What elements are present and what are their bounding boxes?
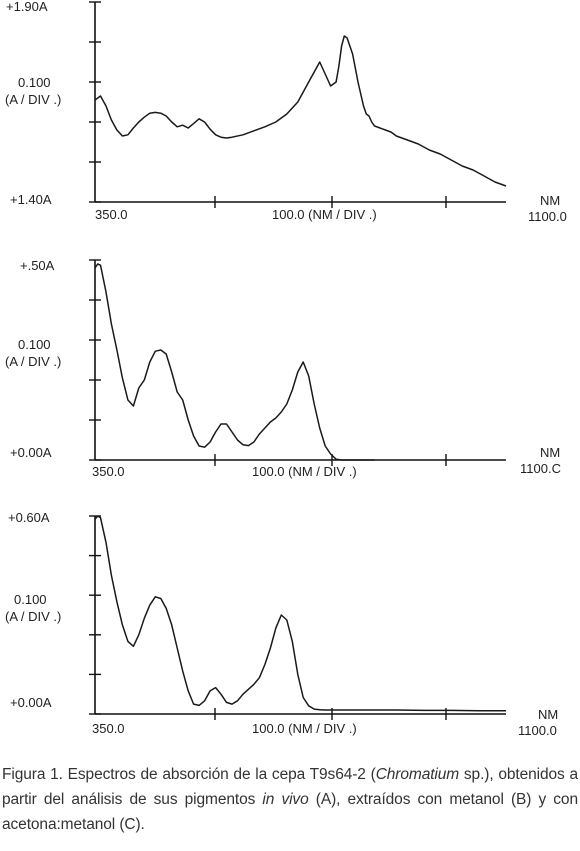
caption-text-2: sp.), obtenidos a partir del análisis de…: [2, 766, 578, 808]
y-scale-unit-label: (A / DIV .): [5, 92, 61, 107]
x-mid-label: 100.0 (NM / DIV .): [272, 207, 377, 222]
x-start-label: 350.0: [95, 207, 128, 222]
x-end-label: 1100.C: [520, 461, 561, 476]
y-min-label: +1.40A: [10, 192, 52, 207]
spectrum-chart-c: +0.60A 0.100 (A / DIV .) +0.00A 350.0 10…: [5, 510, 558, 738]
x-start-label: 350.0: [92, 464, 125, 479]
x-start-label: 350.0: [92, 721, 125, 736]
y-max-label: +.50A: [20, 258, 55, 273]
spectrum-chart-a: +1.90A 0.100 (A / DIV .) +1.40A 350.0 10…: [5, 0, 567, 224]
y-min-label: +0.00A: [10, 695, 52, 710]
spectrum-line: [94, 263, 375, 461]
x-unit-label: NM: [540, 445, 560, 460]
x-unit-label: NM: [540, 193, 560, 208]
y-min-label: +0.00A: [10, 445, 52, 460]
y-scale-label: 0.100: [14, 592, 47, 607]
spectrum-line: [94, 515, 506, 712]
spectrum-panel-c: +0.60A 0.100 (A / DIV .) +0.00A 350.0 10…: [0, 500, 580, 740]
caption-text-1: Figura 1. Espectros de absorción de la c…: [2, 766, 376, 783]
y-scale-unit-label: (A / DIV .): [5, 354, 61, 369]
spectrum-panel-b: +.50A 0.100 (A / DIV .) +0.00A 350.0 100…: [0, 250, 580, 490]
x-unit-label: NM: [538, 707, 558, 722]
caption-species: Chromatium: [375, 766, 460, 783]
y-max-label: +0.60A: [8, 510, 50, 525]
x-end-label: 1100.0: [518, 723, 557, 738]
spectrum-chart-b: +.50A 0.100 (A / DIV .) +0.00A 350.0 100…: [5, 258, 561, 479]
y-scale-label: 0.100: [18, 75, 51, 90]
caption-in-vivo: in vivo: [262, 791, 309, 808]
y-scale-label: 0.100: [18, 337, 51, 352]
y-scale-unit-label: (A / DIV .): [5, 609, 61, 624]
x-end-label: 1100.0: [528, 209, 567, 224]
x-mid-label: 100.0 (NM / DIV .): [252, 464, 357, 479]
spectrum-line: [94, 35, 507, 187]
figure-caption: Figura 1. Espectros de absorción de la c…: [2, 762, 578, 837]
spectrum-panel-a: +1.90A 0.100 (A / DIV .) +1.40A 350.0 10…: [0, 0, 580, 240]
caption-text-3: (A), extraídos con metanol (B) y con ace…: [2, 791, 578, 833]
y-max-label: +1.90A: [6, 0, 48, 14]
x-mid-label: 100.0 (NM / DIV .): [252, 721, 357, 736]
